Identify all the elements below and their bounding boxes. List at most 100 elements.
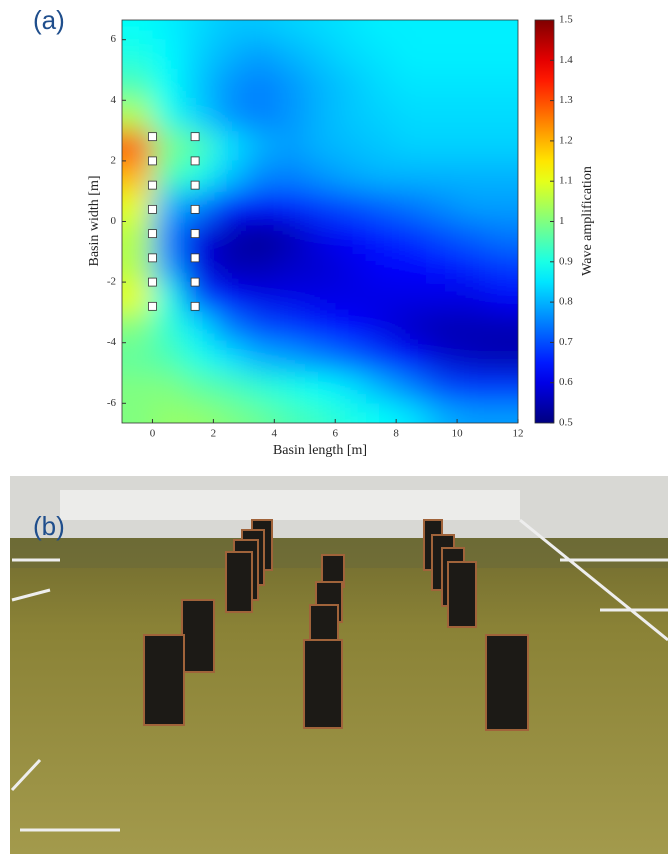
panel-label: (b): [33, 511, 65, 541]
heat-cell: [457, 130, 489, 162]
heat-cell: [457, 100, 489, 132]
device-marker: [148, 156, 157, 166]
colorbar-tick-label: 1.1: [559, 175, 573, 187]
heat-cell: [152, 20, 184, 41]
heat-cell: [426, 342, 458, 374]
colorbar-tick-label: 0.5: [559, 417, 573, 429]
heat-cell: [243, 20, 275, 41]
heat-cell: [122, 251, 153, 283]
heat-cell: [487, 130, 518, 162]
heat-cell: [426, 39, 458, 71]
heat-cell: [213, 221, 245, 253]
heat-cell: [182, 312, 214, 344]
heat-cell: [365, 221, 397, 253]
heat-cell: [396, 251, 428, 283]
heat-cell: [182, 342, 214, 374]
heat-cell: [365, 100, 397, 132]
colorbar-tick-label: 1.2: [559, 134, 573, 146]
heat-cell: [274, 403, 306, 423]
heat-cell: [152, 373, 184, 404]
heat-cell: [335, 403, 367, 423]
heat-cell: [426, 191, 458, 222]
heat-cell: [243, 342, 275, 374]
y-axis-label: Basin width [m]: [87, 176, 102, 267]
heat-cell: [152, 191, 184, 222]
heat-cell: [487, 39, 518, 71]
colorbar-tick-label: 0.7: [559, 336, 573, 348]
heat-cell: [213, 282, 245, 313]
heat-cell: [365, 39, 397, 71]
x-tick-label: 0: [150, 428, 156, 440]
heat-cell: [274, 221, 306, 253]
y-tick-label: -4: [107, 336, 117, 348]
heat-cell: [396, 403, 428, 423]
heat-cell: [487, 160, 518, 192]
heat-cell: [213, 130, 245, 162]
colorbar-tick-label: 1.4: [559, 54, 573, 66]
heat-cell: [152, 282, 184, 313]
heat-cell: [457, 221, 489, 253]
x-tick-label: 6: [332, 428, 338, 440]
heat-cell: [274, 282, 306, 313]
heat-cell: [365, 403, 397, 423]
heat-cell: [335, 312, 367, 344]
heat-cell: [426, 20, 458, 41]
heat-cell: [335, 373, 367, 404]
heat-cell: [457, 312, 489, 344]
heat-cell: [335, 342, 367, 374]
heat-cell: [182, 403, 214, 423]
heat-cell: [243, 282, 275, 313]
heat-cell: [335, 20, 367, 41]
heat-cell: [396, 100, 428, 132]
heat-cell: [122, 312, 153, 344]
heat-cell: [304, 20, 336, 41]
heat-cell: [457, 20, 489, 41]
heat-cell: [274, 312, 306, 344]
heat-cell: [304, 100, 336, 132]
heat-cell: [213, 342, 245, 374]
heat-cell: [122, 373, 153, 404]
heat-cell: [122, 342, 153, 374]
heat-cell: [213, 39, 245, 71]
heat-cell: [365, 282, 397, 313]
heat-cell: [152, 403, 184, 423]
heat-cell: [243, 373, 275, 404]
heat-cell: [304, 160, 336, 192]
heat-cell: [243, 191, 275, 222]
heat-cell: [122, 130, 153, 162]
heat-cell: [274, 20, 306, 41]
devices-photo: [143, 519, 529, 731]
y-tick-label: 0: [111, 215, 117, 227]
y-tick-label: -2: [107, 276, 116, 288]
y-tick-label: 2: [111, 154, 117, 166]
heat-cell: [152, 69, 184, 101]
y-tick-label: -6: [107, 397, 117, 409]
heat-cell: [274, 342, 306, 374]
heat-cell: [426, 100, 458, 132]
device-marker: [190, 301, 200, 311]
heat-cell: [457, 403, 489, 423]
heat-cell: [304, 251, 336, 283]
heat-cell: [426, 221, 458, 253]
y-tick-label: 4: [111, 94, 117, 106]
heat-cell: [335, 100, 367, 132]
device-marker: [190, 156, 200, 166]
heat-cell: [365, 160, 397, 192]
heat-cell: [182, 100, 214, 132]
heat-cell: [304, 282, 336, 313]
heat-cell: [335, 191, 367, 222]
heat-cell: [335, 160, 367, 192]
heat-cell: [243, 69, 275, 101]
device-marker: [190, 229, 200, 239]
heat-cell: [396, 191, 428, 222]
heat-cell: [122, 39, 153, 71]
device-marker: [148, 132, 157, 142]
device-marker: [190, 277, 200, 287]
heat-cell: [457, 160, 489, 192]
heat-cell: [304, 342, 336, 374]
heat-cell: [213, 100, 245, 132]
heat-cell: [152, 100, 184, 132]
colorbar-tick-label: 0.9: [559, 255, 573, 267]
